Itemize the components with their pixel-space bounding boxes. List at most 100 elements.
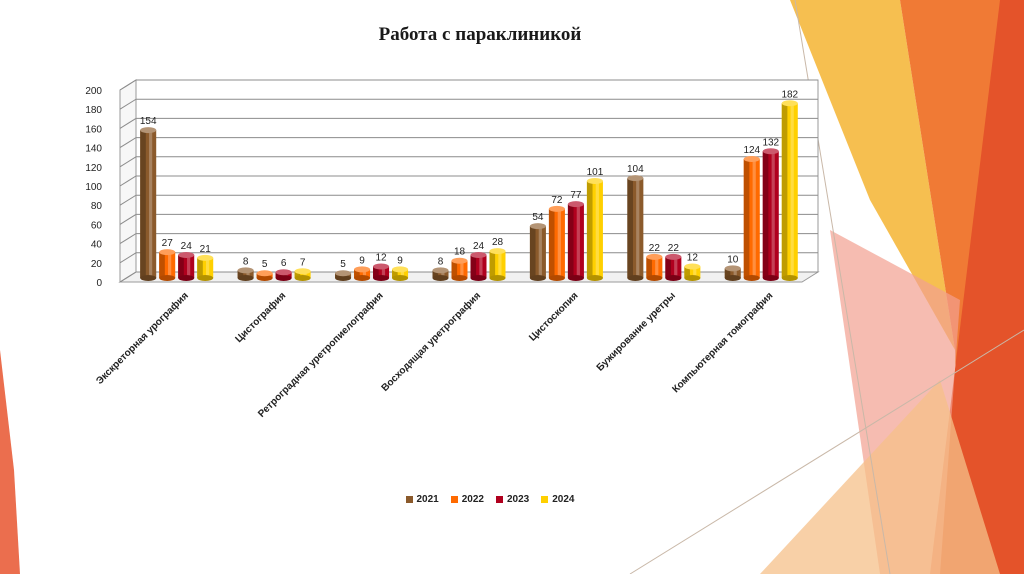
bar-top: [294, 268, 311, 275]
bar-shade: [140, 130, 146, 278]
bar-highlight: [771, 151, 775, 278]
gridline: [119, 79, 818, 91]
bar-top: [781, 100, 798, 107]
data-label: 12: [687, 252, 699, 263]
bars-layer: [140, 100, 798, 281]
data-label: 8: [243, 256, 249, 267]
bar-base: [451, 275, 468, 281]
x-category-label: Бужирование уретры: [595, 290, 678, 373]
bar-highlight: [557, 208, 561, 278]
legend-label-2022: 2022: [461, 494, 484, 505]
data-label: 21: [200, 244, 212, 255]
bar-base: [294, 275, 311, 281]
deco-thin-line-2: [629, 329, 1024, 574]
gridline: [119, 137, 818, 149]
bar-2024-2: [392, 266, 409, 281]
bar-body: [432, 270, 449, 278]
bar-shade: [470, 254, 477, 278]
y-tick-label: 140: [85, 144, 102, 155]
bar-base: [140, 275, 157, 281]
bar-2024-5: [684, 263, 701, 281]
bar-base: [354, 275, 371, 281]
bar-body: [294, 271, 311, 278]
bar-2021-0: [140, 127, 157, 281]
bar-shade: [197, 257, 203, 278]
gridline: [119, 98, 818, 110]
data-label: 72: [551, 195, 563, 206]
bar-shade: [586, 181, 593, 278]
bar-2021-3: [432, 267, 449, 281]
bar-highlight: [246, 270, 250, 278]
bar-highlight: [733, 268, 737, 278]
bar-top: [586, 178, 603, 185]
legend-item-2021: 2021: [405, 494, 439, 505]
bar-top: [451, 257, 468, 264]
deco-bottom-peach-shape: [760, 380, 1000, 574]
bar-highlight: [149, 130, 153, 278]
bar-top: [335, 270, 352, 277]
bar-highlight: [479, 254, 483, 278]
data-label: 77: [570, 190, 582, 201]
legend-swatch-2023: [496, 496, 503, 503]
data-label: 104: [627, 164, 644, 175]
legend-label-2024: 2024: [552, 494, 575, 505]
bar-highlight: [460, 260, 464, 278]
bar-top: [354, 266, 371, 273]
data-label: 24: [473, 241, 485, 252]
bar-base: [335, 275, 352, 281]
x-category-label: Цистография: [233, 290, 289, 346]
bar-shade: [256, 273, 263, 278]
bar-body: [373, 266, 390, 278]
bar-base: [586, 275, 603, 281]
gridline: [119, 156, 818, 168]
bar-top: [140, 127, 157, 134]
bar-shade: [275, 272, 282, 278]
bar-base: [724, 275, 741, 281]
bar-shade: [781, 103, 788, 278]
bar-top: [178, 251, 195, 258]
bar-top: [489, 248, 506, 255]
bar-body: [724, 268, 741, 278]
bar-top: [762, 148, 779, 155]
bar-2022-6: [743, 155, 760, 281]
plot-floor: [118, 271, 820, 283]
grid-layer: [118, 79, 820, 283]
bar-base: [489, 275, 506, 281]
bar-highlight: [538, 226, 542, 278]
bar-2023-0: [178, 251, 195, 281]
bar-2021-5: [627, 175, 644, 281]
data-label: 9: [359, 255, 365, 266]
deco-left-orange-triangle: [0, 350, 20, 574]
legend-item-2022: 2022: [450, 494, 484, 505]
bar-shade: [724, 268, 731, 278]
bar-highlight: [636, 178, 640, 278]
bar-2023-2: [373, 263, 390, 281]
x-category-label: Компьютерная томография: [670, 290, 776, 396]
y-tick-label: 100: [85, 182, 102, 193]
legend-item-2024: 2024: [541, 494, 575, 505]
legend-label-2023: 2023: [507, 494, 530, 505]
y-tick-label: 120: [85, 163, 102, 174]
bar-shade: [684, 266, 690, 278]
bar-top: [432, 267, 449, 274]
bar-shade: [567, 204, 574, 278]
bar-shade: [646, 256, 652, 278]
y-tick-label: 20: [91, 259, 103, 270]
bar-top: [392, 266, 409, 273]
bar-2023-5: [665, 253, 682, 281]
bar-body: [392, 269, 409, 278]
bar-top: [529, 223, 546, 230]
data-label: 5: [262, 259, 268, 270]
data-label: 9: [397, 255, 403, 266]
bar-base: [529, 275, 546, 281]
bar-2021-4: [529, 223, 546, 281]
x-category-label: Цистоскопия: [527, 290, 580, 343]
bar-base: [178, 275, 195, 281]
bar-base: [197, 275, 214, 281]
bar-2022-0: [159, 249, 176, 281]
bar-top: [665, 253, 682, 260]
x-category-label: Экскреторная урография: [94, 290, 191, 387]
bar-shade: [237, 270, 244, 278]
legend-swatch-2024: [541, 496, 549, 503]
